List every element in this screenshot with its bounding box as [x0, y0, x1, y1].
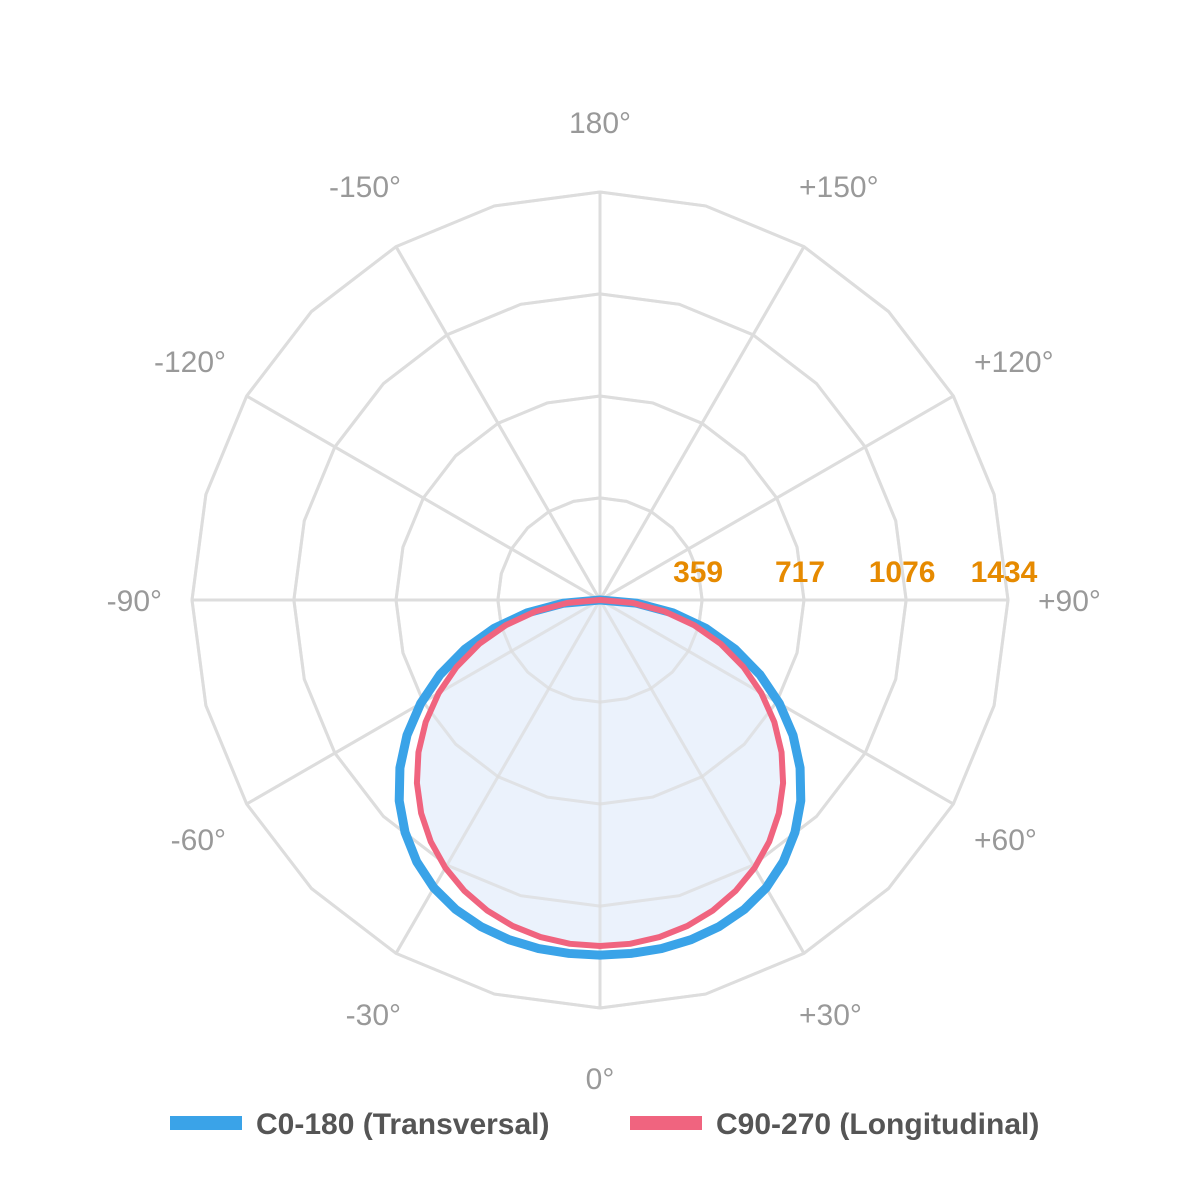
angle-tick-label-9: -90° [107, 585, 162, 618]
angle-tick-label-0: 0° [586, 1063, 615, 1096]
legend-swatch-0 [170, 1116, 242, 1130]
angle-tick-label-8: -120° [154, 346, 226, 379]
series-line-0 [394, 595, 806, 960]
angle-label-layer: 0° +30° +60° +90° +120° +150° 180° -150° -120° -9… [107, 107, 1101, 1096]
legend-swatch-1 [630, 1116, 702, 1130]
ring-tick-label-0: 359 [673, 556, 723, 589]
angle-tick-label-11: -30° [346, 999, 401, 1032]
angle-tick-label-2: +60° [974, 824, 1037, 857]
angle-tick-label-4: +120° [974, 346, 1054, 379]
angle-tick-label-6: 180° [569, 107, 631, 140]
series-line-1 [413, 597, 787, 949]
grid-ring-overlay-0 [496, 496, 704, 704]
angle-tick-label-7: -150° [329, 171, 401, 204]
legend-label-0: C0-180 (Transversal) [256, 1108, 550, 1141]
angle-tick-label-5: +150° [799, 171, 879, 204]
ring-label-layer: 359 717 1076 1434 [673, 556, 1038, 589]
angle-tick-label-3: +90° [1038, 585, 1101, 618]
ring-tick-label-2: 1076 [869, 556, 936, 589]
ring-tick-label-1: 717 [775, 556, 825, 589]
grid-ring-overlay-3 [190, 190, 1010, 1010]
series-layer [190, 190, 1010, 1010]
legend-label-1: C90-270 (Longitudinal) [716, 1108, 1039, 1141]
legend: C0-180 (Transversal) C90-270 (Longitudina… [170, 1108, 1039, 1141]
ring-tick-label-3: 1434 [971, 556, 1038, 589]
grid-ring-overlay-2 [292, 292, 908, 908]
angle-tick-label-10: -60° [171, 824, 226, 857]
angle-tick-label-1: +30° [799, 999, 862, 1032]
